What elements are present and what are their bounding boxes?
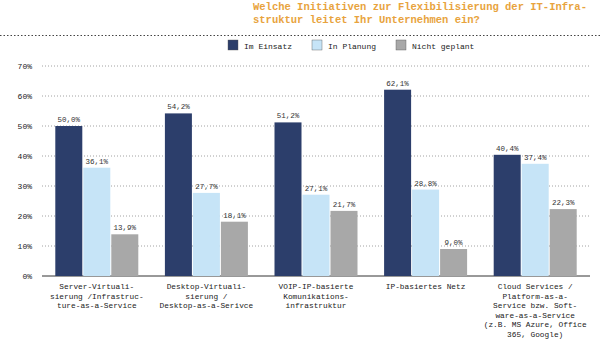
- bar: [193, 193, 220, 276]
- data-label: 51,2%: [277, 112, 300, 120]
- data-label: 9,0%: [445, 239, 464, 247]
- bar: [221, 222, 248, 276]
- bar: [303, 195, 330, 276]
- data-label: 54,2%: [167, 103, 190, 111]
- y-tick-label: 10%: [18, 242, 33, 251]
- data-label: 28,8%: [414, 180, 437, 188]
- data-label: 62,1%: [386, 80, 409, 88]
- grid-line: [42, 66, 590, 67]
- grid-line: [42, 96, 590, 97]
- y-tick-label: 60%: [18, 92, 33, 101]
- y-tick-label: 30%: [18, 182, 33, 191]
- x-tick-label: Server-Virtuali-sierung /Infrastruc-ture…: [50, 283, 144, 310]
- bar: [440, 249, 467, 276]
- data-label: 37,4%: [524, 154, 547, 162]
- data-label: 22,3%: [552, 199, 575, 207]
- bar: [83, 168, 110, 276]
- y-tick-label: 20%: [18, 212, 33, 221]
- data-label: 27,1%: [305, 185, 328, 193]
- data-labels: 50,0% 36,1% 13,9% 54,2% 27,7% 18,1% 51,2% 27,1%…: [58, 80, 575, 247]
- y-tick-label: 70%: [18, 62, 33, 71]
- legend: Im Einsatz In Planung Nicht geplant: [228, 40, 474, 51]
- legend-swatch: [312, 40, 322, 50]
- legend-label: In Planung: [328, 42, 376, 51]
- bar: [412, 190, 439, 276]
- data-label: 13,9%: [114, 224, 137, 232]
- data-label: 21,7%: [333, 201, 356, 209]
- data-label: 40,4%: [496, 145, 519, 153]
- bar: [550, 209, 577, 276]
- bar: [111, 234, 138, 276]
- separator: [0, 35, 600, 36]
- chart: Welche Initiativen zur Flexibilisierung …: [0, 0, 600, 342]
- x-tick-label: VOIP-IP-basierteKomunikations-infrastruk…: [279, 283, 354, 310]
- x-tick-label: Desktop-Virtuali-sierung /Desktop-as-a-S…: [160, 283, 254, 310]
- bar: [494, 155, 521, 276]
- x-axis: Server-Virtuali-sierung /Infrastruc-ture…: [50, 283, 587, 339]
- data-label: 36,1%: [86, 158, 109, 166]
- x-tick-label: Cloud Services /Platform-as-a-Service bz…: [484, 283, 587, 339]
- bar: [384, 90, 411, 276]
- bar: [275, 122, 302, 276]
- bar: [165, 113, 192, 276]
- bar: [55, 126, 82, 276]
- legend-label: Im Einsatz: [244, 42, 292, 51]
- bar: [331, 211, 358, 276]
- data-label: 50,0%: [58, 116, 81, 124]
- legend-swatch: [396, 40, 406, 50]
- y-tick-label: 40%: [18, 152, 33, 161]
- y-axis: 0% 10% 20% 30% 40% 50% 60% 70%: [18, 62, 590, 281]
- data-label: 27,7%: [195, 183, 218, 191]
- bars: [55, 90, 576, 276]
- bar: [522, 164, 549, 276]
- legend-label: Nicht geplant: [412, 42, 474, 51]
- grid-line: [42, 126, 590, 127]
- title: Welche Initiativen zur Flexibilisierung …: [253, 1, 587, 26]
- y-tick-label: 50%: [18, 122, 33, 131]
- x-tick-label: IP-basiertes Netz: [386, 283, 466, 291]
- y-tick-label: 0%: [22, 272, 32, 281]
- data-label: 18,1%: [223, 212, 246, 220]
- legend-swatch: [228, 40, 238, 50]
